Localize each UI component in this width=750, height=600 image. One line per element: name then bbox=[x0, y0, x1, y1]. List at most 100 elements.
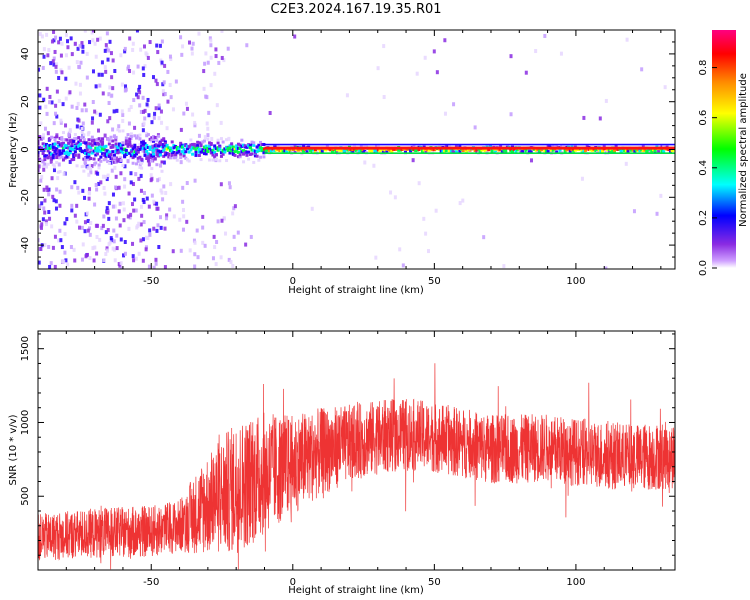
spectrogram-band-cell bbox=[44, 154, 48, 158]
spectrogram-speckle bbox=[138, 143, 142, 148]
spectrogram-band-cell bbox=[211, 149, 215, 153]
spectrogram-speckle bbox=[166, 99, 170, 104]
spectrogram-band-cell bbox=[55, 135, 59, 139]
spectrogram-band-cell bbox=[90, 135, 94, 139]
spectrogram-band-cell bbox=[461, 149, 465, 153]
spectrogram-band-cell bbox=[111, 145, 115, 149]
spectrogram-band-cell bbox=[38, 136, 42, 140]
spectrogram-band-cell bbox=[148, 145, 152, 149]
spectrogram-speckle bbox=[102, 214, 106, 219]
spectrogram-band-cell bbox=[202, 149, 206, 153]
spectrogram-speckle bbox=[96, 171, 100, 176]
spectrogram-speckle bbox=[473, 125, 477, 130]
spectrogram-band-cell bbox=[624, 149, 628, 153]
spectrogram-band-cell bbox=[67, 146, 71, 150]
spectrogram-band-cell bbox=[199, 150, 203, 154]
spectrogram-speckle bbox=[205, 121, 209, 126]
spectrogram-speckle bbox=[160, 60, 164, 65]
spectrogram-speckle bbox=[81, 44, 85, 49]
spectrogram-band-cell bbox=[197, 150, 201, 154]
spectrogram-band-cell bbox=[140, 157, 144, 161]
spectrogram-band-cell bbox=[119, 145, 123, 149]
spectrogram-band-cell bbox=[56, 170, 60, 174]
spectrogram-band-cell bbox=[248, 144, 252, 148]
spectrogram-band-cell bbox=[184, 156, 188, 160]
spectrogram-speckle bbox=[209, 43, 213, 48]
spectrogram-speckle bbox=[141, 128, 145, 133]
spectrogram-speckle bbox=[40, 175, 44, 180]
spectrogram-band-cell bbox=[361, 149, 365, 153]
spectrogram-band-cell bbox=[285, 148, 289, 152]
spectrogram-speckle bbox=[83, 195, 87, 200]
spectrogram-speckle bbox=[155, 138, 159, 143]
spectrogram-speckle bbox=[47, 210, 51, 215]
spectrogram-band-cell bbox=[208, 144, 212, 148]
spectrogram-band-cell bbox=[126, 160, 130, 164]
spectrogram-band-cell bbox=[145, 131, 149, 135]
spectrogram-band-cell bbox=[238, 146, 242, 150]
spectrogram-speckle bbox=[509, 112, 513, 117]
spectrogram-band-cell bbox=[163, 143, 167, 147]
spectrogram-speckle bbox=[119, 171, 123, 176]
spectrogram-band-cell bbox=[185, 147, 189, 151]
spectrogram-speckle bbox=[60, 70, 64, 75]
spectrogram-speckle bbox=[139, 222, 143, 227]
spectrogram-band-cell bbox=[397, 148, 401, 152]
spectrogram-band-cell bbox=[473, 149, 477, 153]
spectrogram-band-cell bbox=[182, 151, 186, 155]
spectrogram-speckle bbox=[102, 185, 106, 190]
spectrogram-band-cell bbox=[48, 143, 52, 147]
spectrogram-speckle bbox=[145, 196, 149, 201]
spectrogram-speckle bbox=[229, 259, 233, 264]
spectrogram-speckle bbox=[73, 136, 77, 141]
spectrogram-band-cell bbox=[264, 148, 268, 152]
spectrogram-speckle bbox=[123, 46, 127, 51]
spectrogram-speckle bbox=[458, 201, 462, 206]
spectrogram-band-cell bbox=[175, 147, 179, 151]
spectrogram-band-cell bbox=[168, 146, 172, 150]
spectrogram-band-cell bbox=[61, 146, 65, 150]
spectrogram-speckle bbox=[222, 58, 226, 63]
spectrogram-band-cell bbox=[107, 154, 111, 158]
spectrogram-band-cell bbox=[380, 148, 384, 152]
spectrogram-speckle bbox=[157, 116, 161, 121]
spectrogram-speckle bbox=[193, 120, 197, 125]
spectrogram-speckle bbox=[47, 47, 51, 52]
spectrogram-speckle bbox=[38, 238, 40, 243]
spectrogram-band-cell bbox=[58, 136, 62, 140]
spectrogram-speckle bbox=[123, 240, 127, 245]
spectrogram-band-cell bbox=[65, 150, 69, 154]
spectrogram-band-cell bbox=[38, 135, 42, 139]
spectrogram-band-cell bbox=[153, 147, 157, 151]
spectrogram-band-cell bbox=[218, 159, 222, 163]
spectrogram-band-cell bbox=[160, 144, 164, 148]
spectrogram-speckle bbox=[88, 40, 92, 45]
spectrogram-speckle bbox=[117, 185, 121, 190]
spectrogram-band-cell bbox=[255, 154, 259, 158]
spectrogram-band-cell bbox=[208, 146, 212, 150]
spectrogram-speckle bbox=[145, 102, 149, 107]
spectrogram-band-cell bbox=[56, 144, 60, 148]
spectrogram-speckle bbox=[100, 226, 104, 231]
spectrogram-band-cell bbox=[194, 144, 198, 148]
spectrogram-speckle bbox=[432, 49, 436, 54]
spectrogram-band-cell bbox=[359, 144, 363, 148]
spectrogram-band-cell bbox=[363, 149, 367, 153]
spectrogram-band-cell bbox=[199, 158, 203, 162]
snr-series-line bbox=[38, 363, 675, 570]
spectrogram-band-cell bbox=[70, 139, 74, 143]
spectrogram-band-cell bbox=[140, 166, 144, 170]
spectrogram-speckle bbox=[52, 30, 56, 34]
spectrogram-band-cell bbox=[216, 138, 220, 142]
spectrogram-band-cell bbox=[242, 149, 246, 153]
spectrogram-speckle bbox=[160, 39, 164, 44]
spectrogram-speckle bbox=[151, 150, 155, 155]
spectrogram-speckle bbox=[159, 225, 163, 230]
spectrogram-band-cell bbox=[119, 147, 123, 151]
spectrogram-band-cell bbox=[177, 149, 181, 153]
spectrogram-band-cell bbox=[390, 149, 394, 153]
spectrogram-speckle bbox=[132, 208, 136, 213]
spectrogram-speckle bbox=[152, 199, 156, 204]
spectrogram-speckle bbox=[94, 54, 98, 59]
spectrogram-band-cell bbox=[116, 148, 120, 152]
